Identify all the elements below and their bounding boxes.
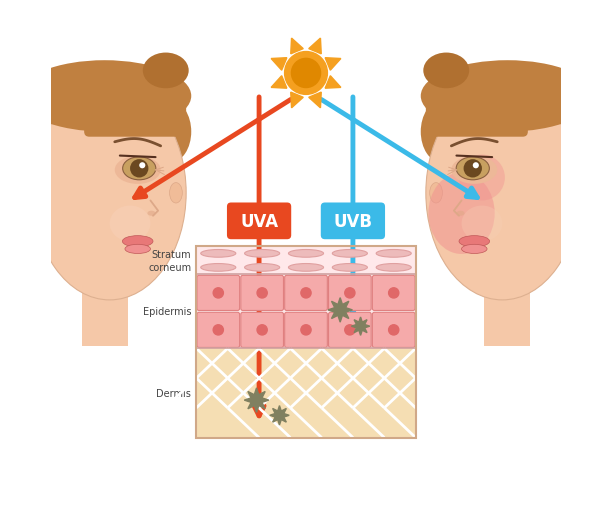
FancyBboxPatch shape [241, 313, 283, 348]
FancyBboxPatch shape [285, 276, 327, 311]
Ellipse shape [33, 87, 186, 300]
FancyBboxPatch shape [241, 276, 283, 311]
Text: UVB: UVB [334, 212, 373, 231]
Bar [196, 275, 416, 349]
Circle shape [291, 59, 321, 89]
FancyBboxPatch shape [426, 102, 528, 137]
Ellipse shape [451, 157, 497, 184]
Ellipse shape [332, 264, 367, 272]
Circle shape [345, 325, 355, 335]
Ellipse shape [201, 250, 236, 258]
Circle shape [285, 52, 327, 95]
Ellipse shape [426, 87, 579, 300]
Circle shape [345, 288, 355, 298]
Circle shape [257, 325, 267, 335]
Ellipse shape [456, 158, 490, 181]
Ellipse shape [459, 236, 490, 247]
Ellipse shape [430, 183, 442, 204]
Ellipse shape [147, 211, 155, 216]
Polygon shape [271, 59, 287, 71]
FancyBboxPatch shape [197, 276, 240, 311]
FancyBboxPatch shape [372, 313, 415, 348]
Polygon shape [308, 39, 321, 54]
FancyBboxPatch shape [329, 313, 371, 348]
Ellipse shape [18, 61, 191, 132]
Polygon shape [271, 76, 287, 89]
Polygon shape [325, 76, 341, 89]
Ellipse shape [457, 211, 465, 216]
Polygon shape [328, 298, 353, 323]
Circle shape [389, 325, 399, 335]
Ellipse shape [115, 157, 161, 184]
Ellipse shape [428, 173, 494, 254]
FancyBboxPatch shape [329, 276, 371, 311]
Text: Epidermis: Epidermis [143, 307, 191, 317]
Circle shape [301, 325, 311, 335]
Circle shape [301, 288, 311, 298]
Polygon shape [325, 59, 341, 71]
Ellipse shape [245, 264, 280, 272]
FancyBboxPatch shape [84, 102, 186, 137]
FancyBboxPatch shape [372, 276, 415, 311]
FancyBboxPatch shape [285, 313, 327, 348]
Ellipse shape [459, 155, 505, 201]
Ellipse shape [332, 250, 367, 258]
Ellipse shape [170, 183, 182, 204]
Ellipse shape [110, 206, 151, 242]
Circle shape [463, 160, 482, 178]
Ellipse shape [424, 53, 469, 89]
Circle shape [213, 325, 223, 335]
Polygon shape [308, 93, 321, 108]
Circle shape [389, 288, 399, 298]
Bar [196, 247, 416, 438]
Ellipse shape [201, 264, 236, 272]
Text: UVA: UVA [240, 212, 278, 231]
Circle shape [140, 163, 146, 169]
Circle shape [472, 163, 479, 169]
Text: Dermis: Dermis [157, 388, 191, 398]
Polygon shape [291, 93, 304, 108]
Ellipse shape [122, 158, 156, 181]
Ellipse shape [420, 61, 594, 132]
Polygon shape [351, 318, 370, 336]
Polygon shape [244, 388, 269, 412]
Ellipse shape [461, 245, 487, 254]
Ellipse shape [420, 102, 461, 163]
Ellipse shape [245, 250, 280, 258]
Polygon shape [270, 406, 289, 425]
Circle shape [213, 288, 223, 298]
Circle shape [257, 288, 267, 298]
Ellipse shape [288, 264, 324, 272]
FancyBboxPatch shape [81, 285, 127, 346]
Ellipse shape [461, 206, 502, 242]
Ellipse shape [376, 264, 411, 272]
FancyBboxPatch shape [197, 313, 240, 348]
Ellipse shape [288, 250, 324, 258]
Circle shape [130, 160, 149, 178]
Ellipse shape [122, 236, 153, 247]
Bar [196, 349, 416, 438]
Polygon shape [291, 39, 304, 54]
Text: Stratum
corneum: Stratum corneum [148, 250, 191, 272]
FancyBboxPatch shape [485, 285, 531, 346]
Ellipse shape [151, 102, 192, 163]
FancyBboxPatch shape [227, 203, 291, 240]
Ellipse shape [376, 250, 411, 258]
Bar [196, 247, 416, 275]
FancyBboxPatch shape [321, 203, 385, 240]
Ellipse shape [143, 53, 188, 89]
Ellipse shape [125, 245, 151, 254]
